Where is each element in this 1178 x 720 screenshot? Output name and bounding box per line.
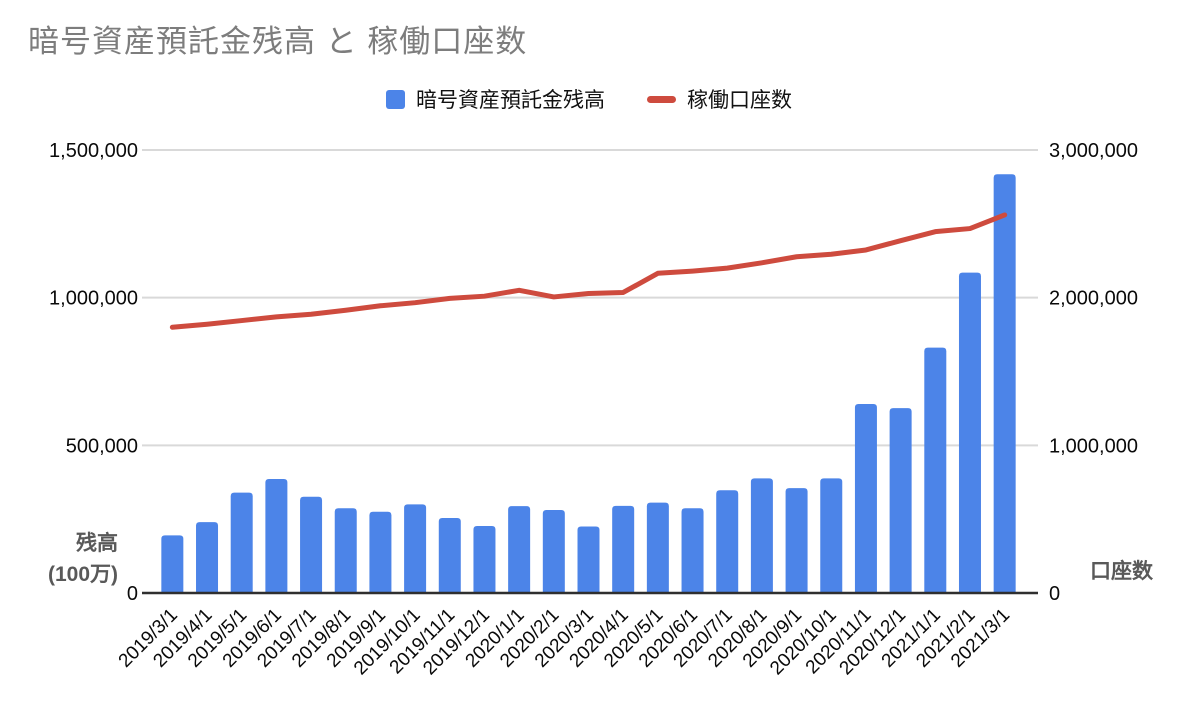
y-axis-left-title-line2: (100万) (48, 563, 118, 586)
svg-text:500,000: 500,000 (66, 435, 138, 457)
y-axis-left-title-line1: 残高 (76, 531, 118, 555)
svg-text:3,000,000: 3,000,000 (1049, 140, 1138, 162)
bar-2020/9/1 (785, 488, 808, 593)
line-series-accounts (169, 212, 1008, 330)
svg-text:0: 0 (1049, 583, 1060, 605)
x-axis-tick-labels: 2019/3/12019/4/12019/5/12019/6/12019/7/1… (115, 605, 1014, 680)
bar-2020/1/1 (508, 506, 531, 593)
bar-2019/12/1 (473, 525, 496, 593)
bar-2020/8/1 (750, 478, 773, 593)
svg-text:2,000,000: 2,000,000 (1049, 288, 1138, 310)
chart-title: 暗号資産預託金残高 と 稼働口座数 (28, 24, 528, 59)
svg-text:1,000,000: 1,000,000 (49, 288, 138, 310)
bar-2019/10/1 (404, 504, 427, 593)
bar-2019/7/1 (300, 496, 323, 593)
bar-series-balance (161, 174, 1016, 593)
bar-2020/5/1 (646, 502, 669, 593)
y-axis-right-tick-labels: 0 1,000,000 2,000,000 3,000,000 (1049, 140, 1138, 605)
bar-2019/9/1 (369, 511, 392, 593)
bar-2020/7/1 (716, 490, 739, 593)
bar-2021/2/1 (958, 272, 981, 593)
bar-2020/6/1 (681, 508, 704, 593)
y-axis-left-tick-labels: 0 500,000 1,000,000 1,500,000 (49, 140, 138, 605)
bar-2019/4/1 (196, 522, 219, 593)
bar-2020/12/1 (889, 408, 912, 593)
axis-titles: 残高 (100万) 口座数 (48, 531, 1154, 586)
gridlines (142, 149, 1038, 447)
balance-series-swatch-icon (386, 89, 405, 109)
bar-2019/11/1 (438, 517, 461, 593)
legend-label-balance: 暗号資産預託金残高 (416, 89, 605, 112)
legend-label-accounts: 稼働口座数 (687, 89, 792, 112)
svg-text:0: 0 (127, 583, 138, 605)
accounts-series-swatch-icon (647, 95, 676, 103)
bar-2021/1/1 (924, 347, 947, 593)
bar-2020/2/1 (542, 510, 565, 593)
legend-item-balance: 暗号資産預託金残高 (386, 84, 605, 114)
y-axis-right-title: 口座数 (1090, 559, 1154, 583)
svg-text:1,500,000: 1,500,000 (49, 140, 138, 162)
bar-2021/3/1 (993, 174, 1016, 593)
legend-item-accounts: 稼働口座数 (647, 84, 792, 114)
bar-2019/8/1 (334, 508, 357, 593)
bar-2020/10/1 (820, 478, 843, 593)
svg-text:1,000,000: 1,000,000 (1049, 435, 1138, 457)
bar-2019/3/1 (161, 535, 184, 593)
bar-2019/5/1 (230, 492, 253, 593)
chart-legend: 暗号資産預託金残高 稼働口座数 (0, 84, 1178, 114)
bar-2019/6/1 (265, 479, 288, 593)
bar-2020/3/1 (577, 526, 600, 593)
bar-2020/4/1 (612, 505, 635, 593)
bar-2020/11/1 (854, 403, 877, 593)
